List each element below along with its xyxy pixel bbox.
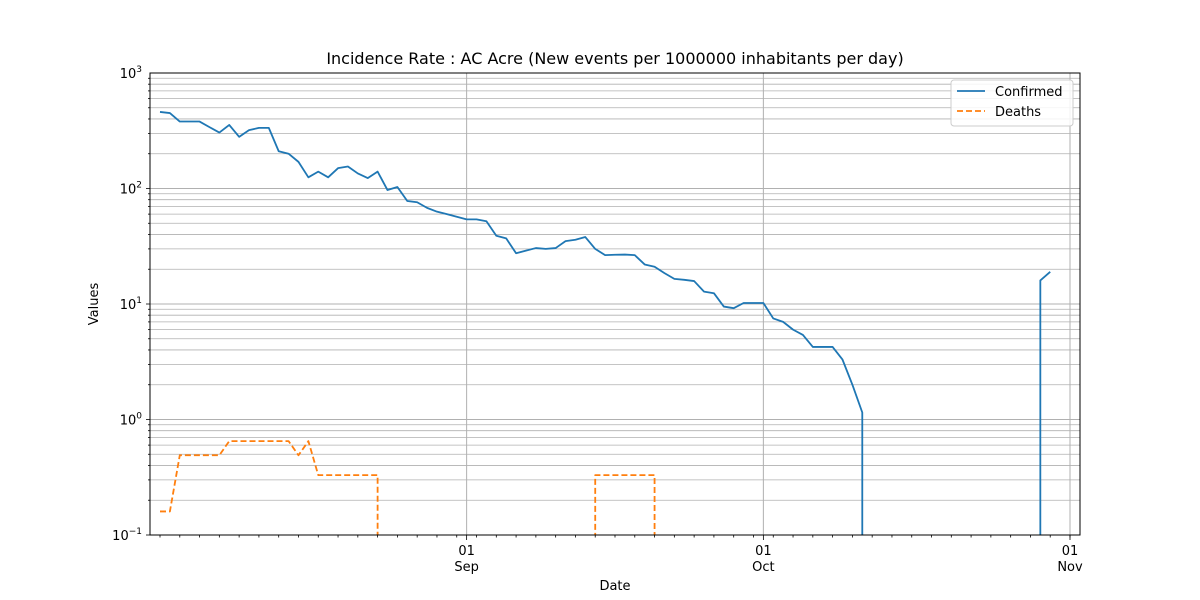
chart-title: Incidence Rate : AC Acre (New events per…: [326, 49, 903, 68]
x-tick-label-month: Nov: [1057, 560, 1083, 575]
x-tick-label-day: 01: [1062, 544, 1079, 559]
y-tick-label: 101: [120, 296, 142, 313]
series-line-deaths: [160, 440, 656, 535]
y-tick-label: 100: [120, 412, 143, 429]
x-tick-label-day: 01: [755, 544, 772, 559]
x-axis-title: Date: [599, 579, 630, 594]
y-tick-label: 10−1: [112, 527, 142, 544]
x-tick-label-month: Sep: [454, 560, 479, 575]
x-tick-label-day: 01: [458, 544, 475, 559]
y-tick-label: 102: [120, 181, 142, 198]
legend-label-confirmed: Confirmed: [995, 85, 1063, 100]
y-axis-title: Values: [87, 283, 102, 326]
legend-label-deaths: Deaths: [995, 105, 1041, 120]
legend: Confirmed Deaths: [950, 79, 1074, 127]
series-layer: [159, 111, 1051, 535]
x-tick-label-month: Oct: [752, 560, 774, 575]
grid: [150, 73, 1080, 536]
series-line-confirmed: [159, 111, 1051, 535]
y-tick-label: 103: [120, 65, 142, 82]
